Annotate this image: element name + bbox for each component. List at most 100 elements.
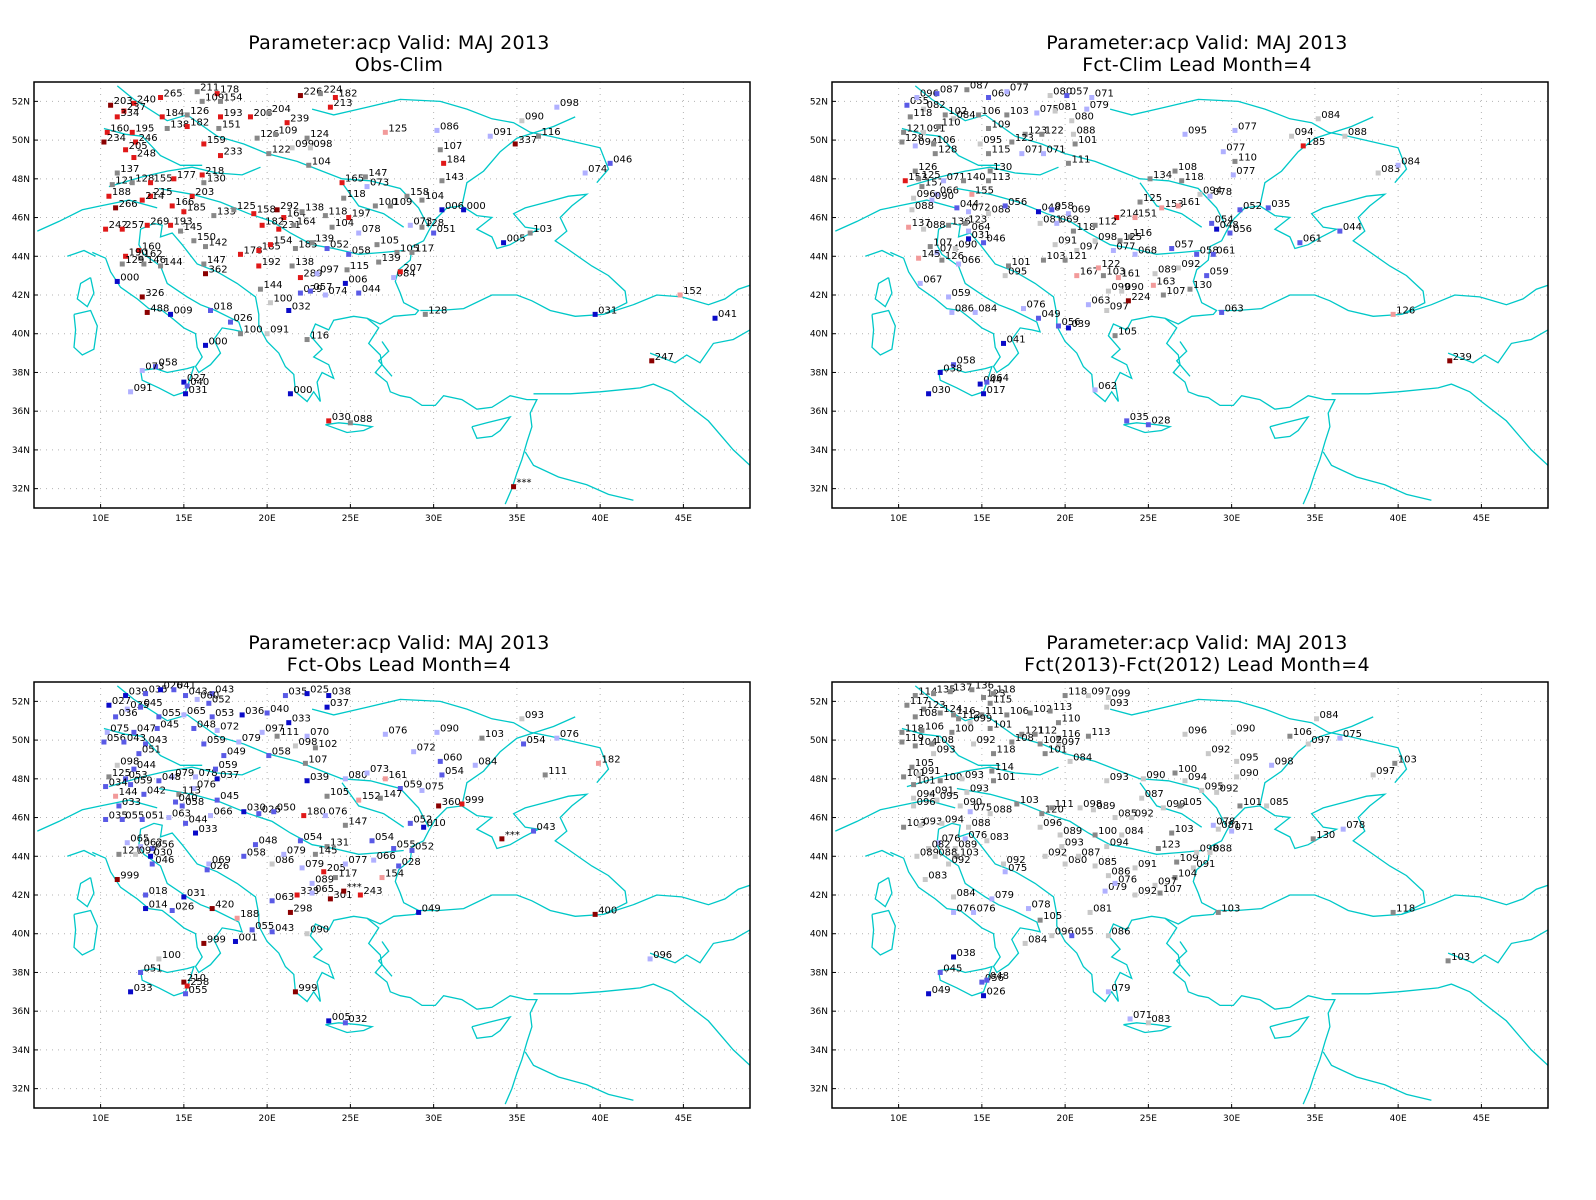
coastline [1175, 941, 1191, 977]
station-value-label: 076 [957, 903, 976, 914]
station-marker [1132, 251, 1138, 257]
station-marker [294, 892, 300, 898]
station-value-label: 116 [542, 127, 561, 138]
station-marker [131, 100, 137, 106]
station-value-label: 113 [1091, 727, 1110, 738]
station-value-label: 093 [1065, 838, 1084, 849]
station-value-label: 084 [1321, 110, 1340, 121]
station-marker [946, 861, 952, 867]
station-value-label: 246 [139, 133, 158, 144]
x-tick-label: 40E [1390, 1114, 1407, 1124]
station-marker [969, 191, 975, 197]
station-value-label: 033 [199, 824, 218, 835]
station-value-label: 088 [353, 414, 372, 425]
coastline [906, 166, 1059, 188]
station-marker [1089, 94, 1095, 100]
station-value-label: 081 [1058, 102, 1077, 113]
station-value-label: 060 [200, 690, 219, 701]
station-value-label: 052 [413, 814, 432, 825]
station-marker [357, 892, 363, 898]
station-marker [284, 120, 290, 126]
station-value-label: 096 [653, 950, 672, 961]
station-marker [1160, 292, 1166, 298]
station-value-label: 078 [362, 224, 381, 235]
station-marker [1139, 795, 1145, 801]
station-value-label: 030 [332, 412, 351, 423]
station-value-label: 102 [1043, 735, 1062, 746]
station-value-label: 081 [1093, 903, 1112, 914]
panel-title-line2: Obs-Clim [354, 54, 444, 76]
station-marker [1237, 207, 1243, 213]
coastline [1322, 1051, 1432, 1101]
station-value-label: 063 [275, 892, 294, 903]
station-marker [216, 125, 222, 131]
station-marker [1092, 863, 1098, 869]
x-tick-label: 30E [1223, 1114, 1240, 1124]
station-marker [382, 776, 388, 782]
station-marker [1337, 735, 1343, 741]
station-value-label: 058 [1200, 245, 1219, 256]
station-marker [344, 267, 350, 273]
station-value-label: 027 [187, 373, 206, 384]
coastline [835, 799, 956, 832]
station-value-label: 035 [1271, 199, 1290, 210]
station-value-label: 090 [1240, 768, 1259, 779]
station-marker [317, 91, 323, 97]
y-tick-label: 36N [810, 407, 828, 417]
station-value-label: 089 [958, 840, 977, 851]
station-value-label: 038 [332, 687, 351, 698]
station-value-label: 055 [397, 840, 416, 851]
station-value-label: 087 [1145, 789, 1164, 800]
coastline [524, 1051, 634, 1101]
station-marker [136, 247, 142, 253]
station-marker [922, 877, 928, 883]
station-marker [199, 98, 205, 104]
station-marker [309, 890, 315, 896]
coastline [865, 24, 1083, 74]
y-tick-label: 46N [12, 214, 30, 224]
station-marker [1289, 133, 1295, 139]
station-value-label: 184 [447, 154, 466, 165]
station-value-label: 147 [207, 255, 226, 266]
station-marker [327, 104, 333, 110]
station-value-label: 197 [352, 209, 371, 220]
station-marker [554, 104, 560, 110]
station-marker [1209, 220, 1215, 226]
coastline [103, 727, 203, 766]
y-tick-label: 50N [810, 736, 828, 746]
station-value-label: *** [517, 478, 532, 489]
station-marker [902, 178, 908, 184]
station-marker [921, 129, 927, 135]
station-value-label: 045 [943, 963, 962, 974]
station-marker [1300, 143, 1306, 149]
station-value-label: 000 [120, 272, 139, 283]
station-value-label: 066 [962, 255, 981, 266]
station-value-label: 098 [1200, 843, 1219, 854]
station-marker [946, 294, 952, 300]
y-tick-label: 44N [12, 852, 30, 862]
station-marker [1297, 240, 1303, 246]
station-value-label: 056 [155, 840, 174, 851]
station-value-label: 076 [1118, 874, 1137, 885]
station-marker [204, 867, 210, 873]
station-marker [907, 114, 913, 120]
station-value-label: 154 [385, 869, 404, 880]
station-marker [139, 368, 145, 374]
station-marker [1127, 1016, 1133, 1022]
station-value-label: 120 [1045, 805, 1064, 816]
station-map: 10E 15E 20E 25E 30E 35E 40E 45E 32N 34N 36N 38N 40N 4… [12, 81, 751, 524]
station-marker [1070, 131, 1076, 137]
station-marker [149, 861, 155, 867]
station-marker [387, 203, 393, 209]
y-tick-label: 40N [12, 330, 30, 340]
station-marker [128, 389, 134, 395]
station-marker [929, 791, 935, 797]
station-marker [169, 203, 175, 209]
station-value-label: 123 [968, 214, 987, 225]
coastline [1401, 884, 1548, 916]
station-marker [1219, 309, 1225, 315]
station-map: 10E 15E 20E 25E 30E 35E 40E 45E 32N 34N 36N 38N 40N 4… [12, 681, 751, 1124]
station-value-label: 084 [978, 303, 997, 314]
station-marker [941, 178, 947, 184]
